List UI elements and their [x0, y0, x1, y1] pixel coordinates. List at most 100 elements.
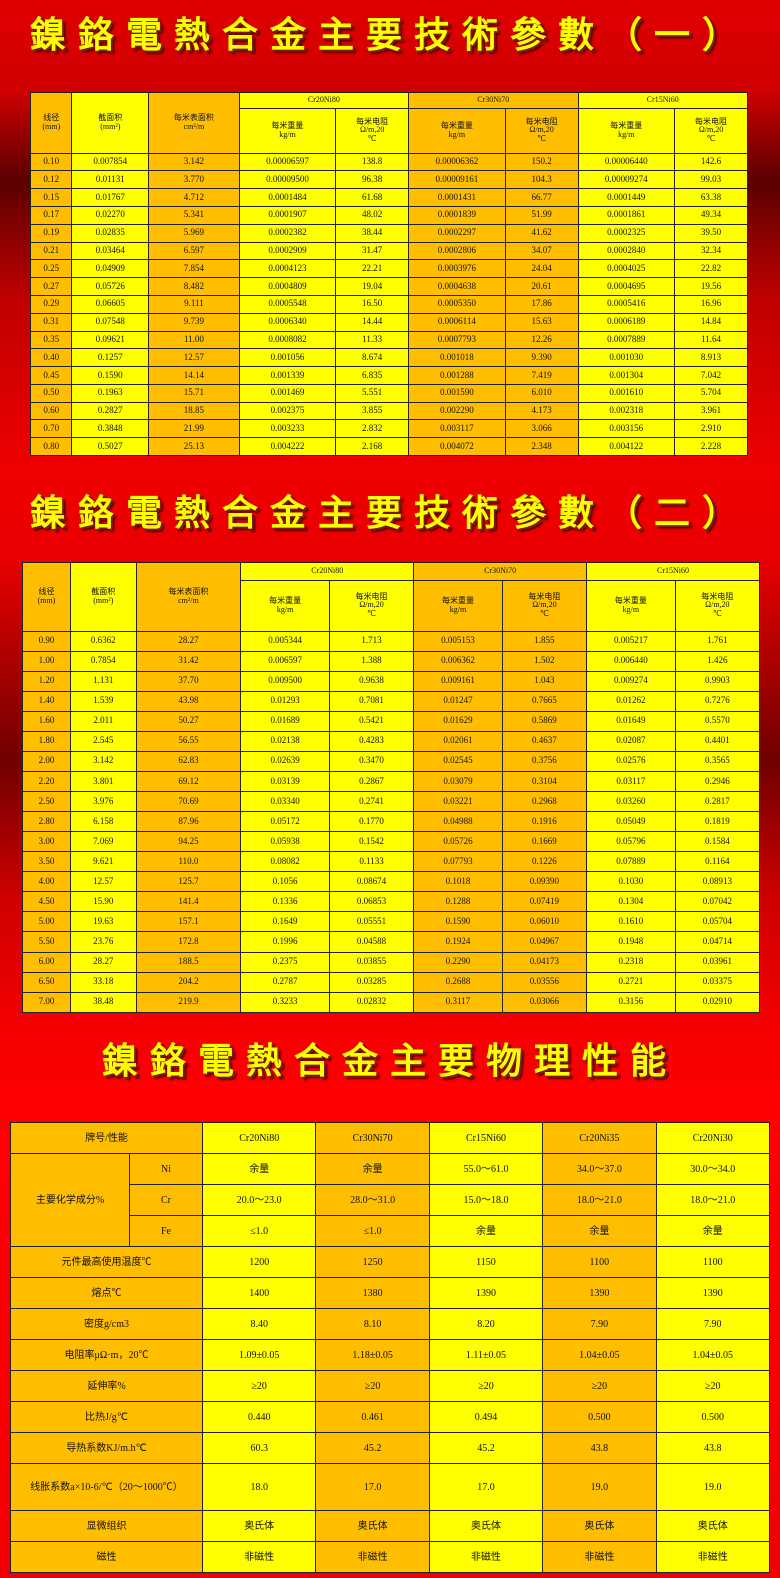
table-cell: 0.01293	[240, 690, 330, 712]
table-cell: 38.44	[335, 223, 410, 243]
table-cell: 0.04967	[501, 931, 588, 953]
table-cell: 15.71	[148, 383, 240, 403]
table-cell: 0.19	[29, 223, 73, 243]
table-cell: 50.27	[135, 710, 242, 732]
table-cell: 0.5570	[674, 710, 761, 732]
table-cell: 奥氏体	[542, 1510, 657, 1542]
table-cell: 0.03556	[501, 971, 588, 993]
unit: ℃	[367, 609, 377, 619]
table-cell: 0.05796	[586, 831, 676, 853]
unit: Ω/m,20	[529, 125, 554, 135]
table-cell: 0.005153	[413, 630, 503, 652]
table-cell: 0.0006189	[577, 312, 676, 332]
table-cell: 0.02832	[328, 991, 415, 1014]
table-cell: 7.90	[655, 1308, 771, 1340]
label: 线径	[43, 113, 60, 123]
table-cell: 37.70	[135, 670, 242, 692]
table-cell: 0.01689	[240, 710, 330, 732]
header-resistance: 每米电阻 Ω/m,20 ℃	[674, 107, 748, 154]
table-cell: 0.3104	[501, 770, 588, 793]
table-cell: 3.00	[22, 831, 71, 853]
table-cell: 7.419	[504, 366, 579, 385]
element-label: Cr	[129, 1184, 203, 1216]
table-cell: 0.1819	[674, 811, 761, 833]
subheader-row: 每米重量 kg/m 每米电阻 Ω/m,20 ℃ 每米重量 kg/m 每米电阻 Ω/m,20 ℃ 每米…	[31, 107, 748, 154]
table-cell: 2.348	[504, 437, 579, 456]
table-cell: 0.2375	[240, 951, 330, 973]
table-cell: 51.99	[504, 206, 579, 225]
label: 截面积	[98, 113, 123, 123]
table-cell: 0.07889	[586, 851, 676, 873]
table-cell: 0.0001449	[577, 188, 676, 208]
table-cell: 0.04909	[71, 259, 150, 279]
table-cell: ≥20	[655, 1370, 771, 1402]
label: 每米重量	[614, 595, 647, 605]
table-cell: 1.18±0.05	[315, 1339, 430, 1371]
table-cell: 11.33	[335, 330, 410, 350]
table-cell: 0.27	[29, 277, 73, 296]
table-cell: 0.03066	[501, 991, 588, 1014]
table-cell: 0.03117	[586, 770, 676, 793]
table-cell: 1100	[542, 1246, 657, 1278]
table-cell: 8.674	[335, 348, 410, 368]
table-cell: 0.002290	[408, 401, 506, 421]
table-cell: 0.1584	[674, 831, 761, 853]
header-resistance: 每米电阻 Ω/m,20 ℃	[335, 107, 410, 154]
table-cell: ≥20	[428, 1370, 544, 1402]
table-row: 0.31 0.07548 9.739 0.0006340 14.44 0.0006114 1…	[29, 312, 748, 332]
table-cell: 0.0005416	[577, 294, 676, 314]
table-cell: 0.1590	[71, 366, 150, 385]
table-row: 0.90 0.6362 28.27 0.005344 1.713 0.005153 1.85…	[22, 630, 761, 652]
table-cell: 19.04	[335, 277, 410, 296]
table-cell: 28.27	[135, 630, 242, 652]
table-cell: 奥氏体	[315, 1510, 430, 1542]
table-cell: 0.1018	[413, 871, 503, 893]
table-cell: 0.1164	[674, 851, 761, 873]
table-cell: 0.00006362	[408, 152, 506, 172]
table-cell: 6.158	[69, 811, 137, 833]
header-alloy: Cr15Ni60	[577, 92, 748, 109]
unit: ℃	[712, 609, 722, 619]
table-cell: 33.18	[69, 971, 137, 993]
table-cell: 0.0008082	[238, 330, 337, 350]
table-cell: 0.03139	[240, 770, 330, 793]
table-cell: 0.2721	[586, 971, 676, 993]
table-cell: 0.1916	[501, 811, 588, 833]
table-cell: 0.1056	[240, 871, 330, 893]
table-cell: 0.001288	[408, 366, 506, 385]
table-cell: 43.8	[655, 1432, 771, 1464]
table-cell: 1.11±0.05	[428, 1339, 544, 1371]
table-cell: 0.1257	[71, 348, 150, 368]
table-cell: 0.03285	[328, 971, 415, 993]
spec-table-1: 线径 (mm) 截面积 (mm²) 每米表面积 cm²/m Cr20Ni80 Cr30Ni70…	[29, 92, 748, 456]
table-cell: 1.761	[674, 630, 761, 652]
label: 每米电阻	[701, 591, 734, 601]
table-cell: 17.0	[315, 1463, 430, 1511]
table-cell: 0.003156	[577, 419, 676, 439]
table-cell: 1.043	[501, 670, 588, 692]
label: 每米重量	[441, 595, 474, 605]
table-cell: 0.1133	[328, 851, 415, 873]
table-cell: 0.9638	[328, 670, 415, 692]
table-cell: 1.855	[501, 630, 588, 652]
table-cell: 0.0002325	[577, 223, 676, 243]
table-cell: 0.001304	[577, 366, 676, 385]
table-cell: 19.0	[655, 1463, 771, 1511]
table-cell: 0.5027	[71, 437, 150, 456]
table-cell: 219.9	[135, 991, 242, 1014]
table-row: 4.50 15.90 141.4 0.1336 0.06853 0.1288 0.07419…	[22, 891, 761, 913]
table-cell: 1.04±0.05	[542, 1339, 657, 1371]
header-weight: 每米重量 kg/m	[413, 580, 503, 632]
property-label: 延伸率%	[10, 1370, 203, 1402]
table-cell: 0.00009500	[238, 170, 337, 190]
table-cell: 62.83	[135, 750, 242, 772]
table-row: 1.40 1.539 43.98 0.01293 0.7081 0.01247 0.7665…	[22, 690, 761, 712]
table-cell: 1.04±0.05	[655, 1339, 771, 1371]
table-cell: 0.01767	[71, 188, 150, 208]
table-cell: 15.90	[69, 891, 137, 913]
table-cell: 0.1948	[586, 931, 676, 953]
table-cell: 30.0～34.0	[655, 1153, 771, 1185]
table-row: 0.12 0.01131 3.770 0.00009500 96.38 0.0000916…	[29, 170, 748, 190]
table-cell: 9.390	[504, 348, 579, 368]
table-cell: 非磁性	[542, 1541, 657, 1573]
